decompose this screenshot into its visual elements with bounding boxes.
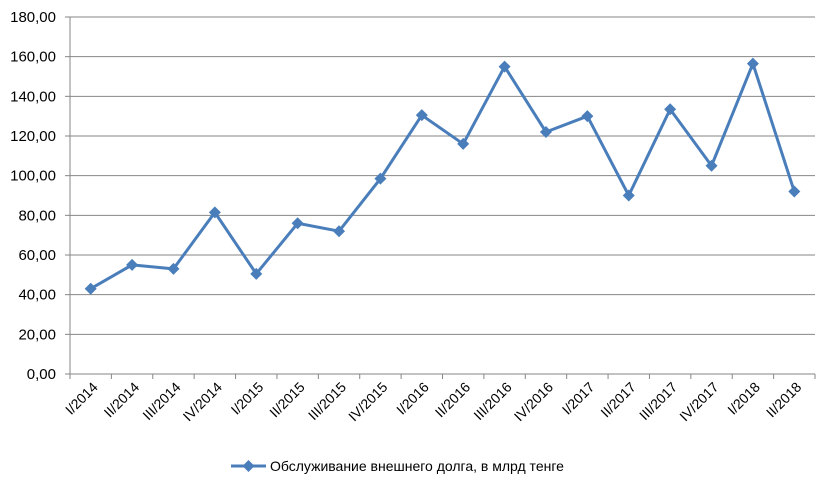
data-point-marker <box>208 206 221 219</box>
data-point-marker <box>415 109 428 122</box>
x-tick-label: I/2018 <box>724 379 763 418</box>
data-point-marker <box>333 225 346 238</box>
data-point-marker <box>457 137 470 150</box>
x-tick-label: III/2016 <box>470 379 514 423</box>
x-tick-label: IV/2014 <box>180 379 226 425</box>
data-point-marker <box>250 267 263 280</box>
data-point-marker <box>581 110 594 123</box>
x-tick-label: I/2016 <box>393 379 432 418</box>
data-point-marker <box>84 282 97 295</box>
series-line-group <box>84 57 801 295</box>
x-tick-label: III/2017 <box>636 379 680 423</box>
data-point-marker <box>539 126 552 139</box>
y-tick-labels: 0,00 20,00 40,00 60,00 80,00 100,00 120,00 140,… <box>10 9 56 383</box>
legend: Обслуживание внешнего долга, в млрд тенг… <box>231 458 564 474</box>
data-point-marker <box>788 185 801 198</box>
x-tick-label: II/2016 <box>432 379 474 421</box>
y-tick-label: 40,00 <box>18 287 56 304</box>
x-tick-label: II/2018 <box>763 379 805 421</box>
y-tick-label: 20,00 <box>18 326 56 343</box>
x-tick-label: II/2015 <box>266 379 308 421</box>
y-tick-label: 120,00 <box>10 128 56 145</box>
y-tick-label: 80,00 <box>18 207 56 224</box>
x-tick-label: I/2015 <box>228 379 267 418</box>
axes <box>65 16 816 379</box>
data-point-marker <box>374 172 387 185</box>
data-point-marker <box>291 217 304 230</box>
x-tick-label: IV/2015 <box>345 379 391 425</box>
x-tick-label: II/2017 <box>597 379 639 421</box>
grid-lines <box>70 16 815 335</box>
legend-label: Обслуживание внешнего долга, в млрд тенг… <box>270 458 564 474</box>
y-tick-label: 180,00 <box>10 9 56 26</box>
data-point-marker <box>498 60 511 73</box>
x-tick-label: III/2014 <box>139 379 183 423</box>
y-tick-label: 60,00 <box>18 247 56 264</box>
x-tick-label: III/2015 <box>305 379 349 423</box>
x-tick-label: II/2014 <box>101 379 143 421</box>
data-point-marker <box>746 57 759 70</box>
x-tick-label: IV/2017 <box>676 379 722 425</box>
data-point-marker <box>705 159 718 172</box>
data-point-marker <box>167 262 180 275</box>
data-point-marker <box>126 258 139 271</box>
y-tick-label: 160,00 <box>10 49 56 66</box>
legend-marker <box>242 460 255 472</box>
x-tick-label: IV/2016 <box>511 379 557 425</box>
data-point-marker <box>664 103 677 116</box>
y-tick-label: 100,00 <box>10 168 56 185</box>
data-point-marker <box>622 189 635 202</box>
x-tick-label: I/2017 <box>559 379 598 418</box>
x-tick-label: I/2014 <box>62 379 101 418</box>
y-tick-label: 0,00 <box>27 366 56 383</box>
series-line <box>89 62 796 291</box>
y-tick-label: 140,00 <box>10 88 56 105</box>
